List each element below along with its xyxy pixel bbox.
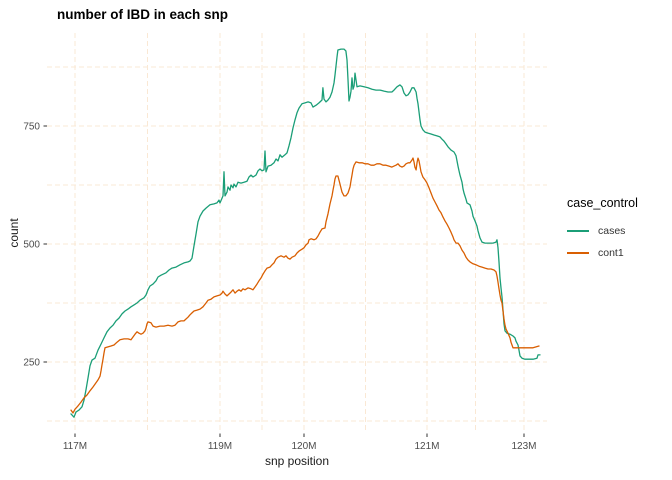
svg-text:119M: 119M [208, 441, 232, 452]
svg-text:121M: 121M [414, 441, 439, 452]
legend: case_control cases cont1 [567, 196, 638, 270]
svg-text:117M: 117M [63, 441, 87, 452]
svg-text:750: 750 [23, 122, 40, 133]
svg-text:123M: 123M [511, 441, 536, 452]
legend-item-cases: cases [567, 225, 638, 237]
cases-line-swatch-icon [567, 230, 589, 232]
legend-label-cases: cases [598, 225, 626, 237]
legend-label-cont1: cont1 [598, 247, 624, 259]
y-axis-title: count [7, 218, 21, 248]
page-title: number of IBD in each snp [57, 7, 229, 22]
legend-title: case_control [567, 196, 638, 210]
svg-text:250: 250 [23, 358, 40, 369]
legend-item-cont1: cont1 [567, 247, 638, 259]
svg-text:500: 500 [23, 240, 40, 251]
x-axis-title: snp position [264, 454, 330, 468]
cont1-line-swatch-icon [567, 252, 589, 254]
svg-text:120M: 120M [291, 441, 316, 452]
